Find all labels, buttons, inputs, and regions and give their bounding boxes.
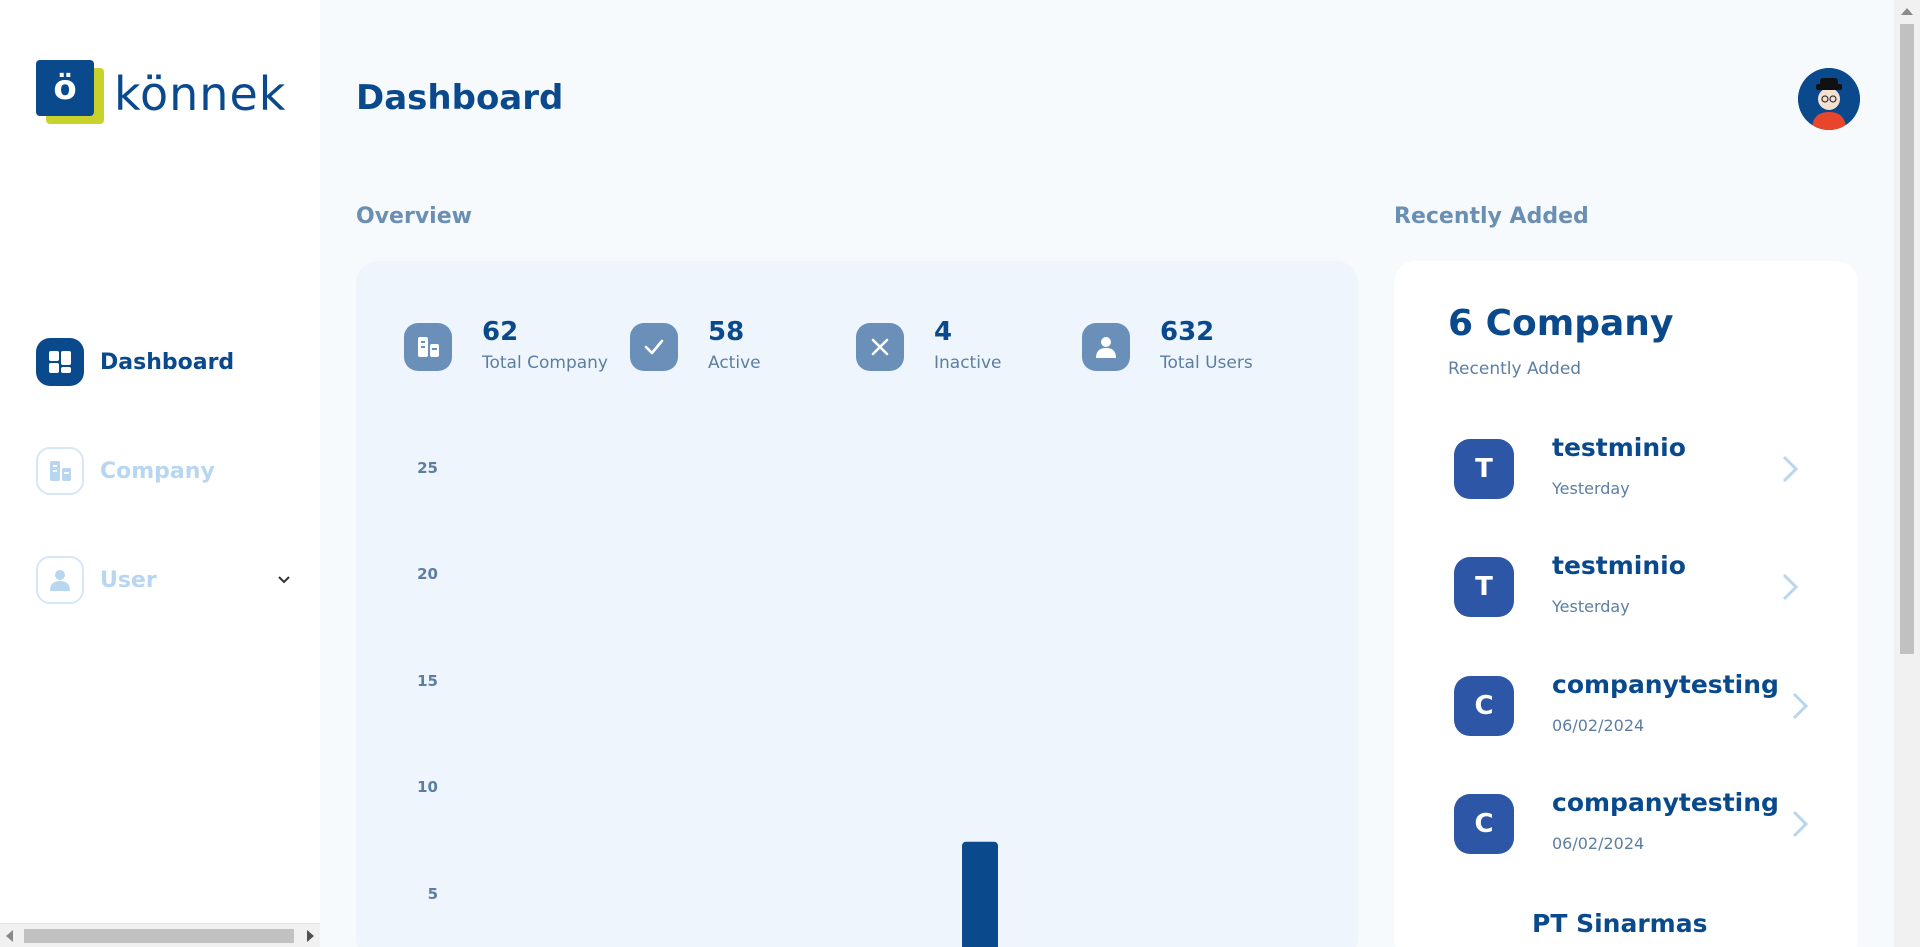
sidebar-nav: Dashboard Company User <box>36 338 296 665</box>
sidebar-item-label: User <box>100 567 157 593</box>
stat-inactive: 4 Inactive <box>856 315 1001 373</box>
user-icon <box>36 556 84 604</box>
sidebar-item-dashboard[interactable]: Dashboard <box>36 338 296 386</box>
y-tick-label: 5 <box>427 885 438 903</box>
dashboard-grid-icon <box>36 338 84 386</box>
overview-chart: 25 20 15 10 5 <box>356 261 1358 947</box>
stat-label: Total Users <box>1160 353 1253 373</box>
logo-text: könnek <box>114 67 287 121</box>
y-tick-label: 10 <box>417 778 438 796</box>
user-icon <box>1082 323 1130 371</box>
chevron-right-icon[interactable] <box>1778 453 1802 485</box>
company-name: testminio <box>1552 433 1686 462</box>
y-tick-label: 15 <box>417 672 438 690</box>
konnek-logo[interactable]: ö könnek <box>36 60 286 128</box>
chevron-down-icon[interactable] <box>272 568 296 592</box>
recently-added-card: 6 Company Recently Added T testminio Yes… <box>1394 261 1858 947</box>
stat-total-users: 632 Total Users <box>1082 315 1253 373</box>
company-date: 06/02/2024 <box>1552 834 1645 853</box>
company-name: testminio <box>1552 551 1686 580</box>
vertical-scrollbar[interactable] <box>1894 0 1920 947</box>
scrollbar-thumb[interactable] <box>1900 24 1914 654</box>
stat-total-company: 62 Total Company <box>404 315 608 373</box>
logo-mark: ö <box>36 60 106 128</box>
company-initial-avatar: T <box>1454 439 1514 499</box>
check-icon <box>630 323 678 371</box>
sidebar-item-label: Company <box>100 458 215 484</box>
overview-card: 62 Total Company 58 Active 4 Inactive <box>356 261 1358 947</box>
list-item[interactable]: C companytesting 06/02/2024 <box>1454 670 1834 736</box>
stat-value: 58 <box>708 317 745 347</box>
scroll-up-icon[interactable] <box>1901 8 1913 15</box>
page-title: Dashboard <box>356 78 564 118</box>
company-name: companytesting <box>1552 788 1779 817</box>
chevron-right-icon[interactable] <box>1778 571 1802 603</box>
close-icon <box>856 323 904 371</box>
chevron-right-icon[interactable] <box>1788 690 1812 722</box>
stat-label: Inactive <box>934 353 1002 373</box>
horizontal-scrollbar[interactable] <box>0 923 320 947</box>
overview-title: Overview <box>356 204 472 229</box>
list-item[interactable]: T testminio Yesterday <box>1454 551 1834 617</box>
chart-bar[interactable] <box>962 841 998 947</box>
company-name: companytesting <box>1552 670 1779 699</box>
stat-value: 632 <box>1160 317 1215 347</box>
company-initial-avatar: T <box>1454 557 1514 617</box>
company-date: 06/02/2024 <box>1552 716 1645 735</box>
company-date: Yesterday <box>1552 597 1630 616</box>
list-item[interactable]: T testminio Yesterday <box>1454 433 1834 499</box>
scrollbar-thumb[interactable] <box>24 929 294 943</box>
stat-label: Active <box>708 353 761 373</box>
chevron-right-icon[interactable] <box>1788 808 1812 840</box>
chart-bars <box>962 841 998 947</box>
stat-value: 62 <box>482 317 519 347</box>
recently-added-title: Recently Added <box>1394 204 1589 229</box>
scroll-right-icon[interactable] <box>307 930 314 942</box>
company-name: PT Sinarmas <box>1532 909 1708 938</box>
company-initial-avatar: C <box>1454 676 1514 736</box>
recent-count: 6 Company <box>1448 303 1674 344</box>
building-icon <box>36 447 84 495</box>
sidebar: ö könnek Dashboard <box>0 0 320 947</box>
sidebar-item-label: Dashboard <box>100 349 235 375</box>
scroll-left-icon[interactable] <box>6 930 13 942</box>
y-tick-label: 25 <box>417 459 438 477</box>
list-item[interactable]: PT Sinarmas <box>1454 909 1834 947</box>
company-initial-avatar: C <box>1454 794 1514 854</box>
list-item[interactable]: C companytesting 06/02/2024 <box>1454 788 1834 854</box>
y-tick-label: 20 <box>417 565 438 583</box>
sidebar-item-company[interactable]: Company <box>36 447 296 495</box>
stat-active: 58 Active <box>630 315 761 373</box>
recent-subtitle: Recently Added <box>1448 359 1582 379</box>
stat-label: Total Company <box>482 353 608 373</box>
building-icon <box>404 323 452 371</box>
avatar[interactable] <box>1798 68 1860 130</box>
stat-value: 4 <box>934 317 953 347</box>
company-date: Yesterday <box>1552 479 1630 498</box>
sidebar-item-user[interactable]: User <box>36 556 296 604</box>
